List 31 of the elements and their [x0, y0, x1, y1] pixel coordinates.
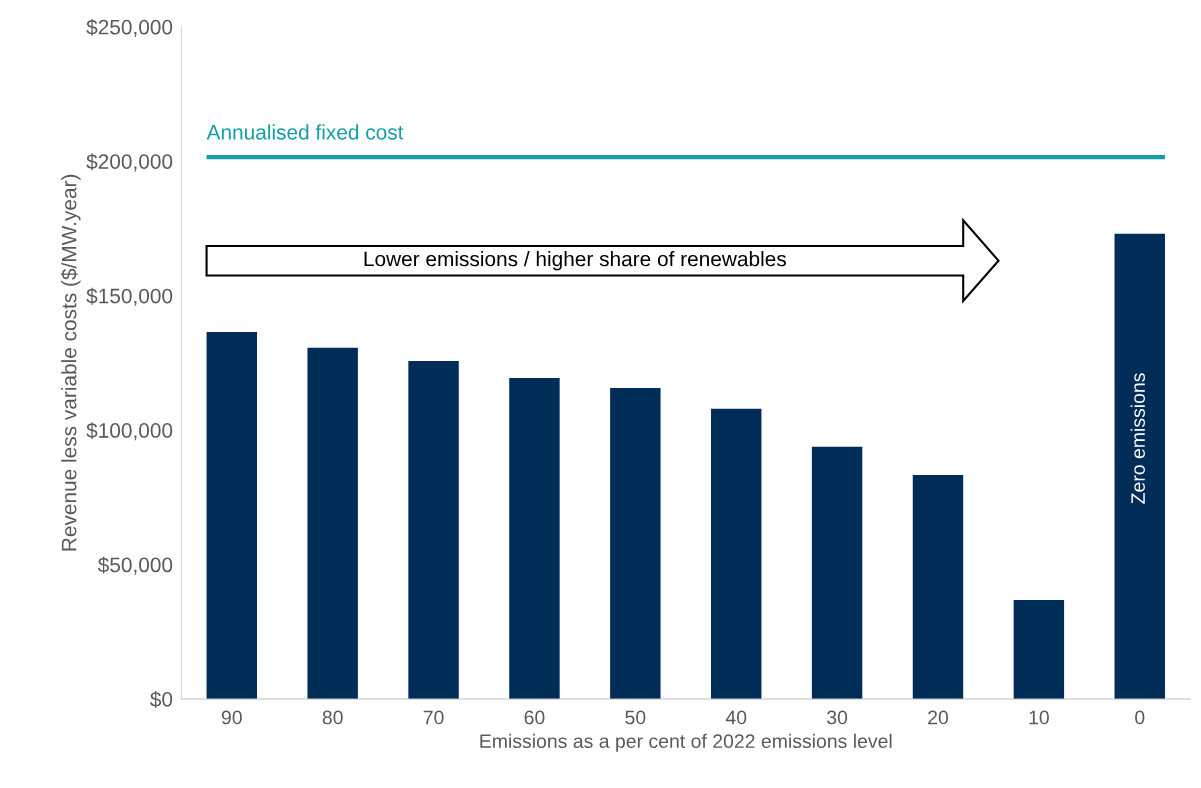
bar	[408, 360, 459, 699]
bar	[1013, 600, 1065, 699]
x-tick-label: 20	[928, 710, 949, 725]
bar	[912, 474, 964, 699]
y-axis-title: Revenue less variable costs ($/MW.year)	[60, 174, 81, 551]
x-axis-title: Emissions as a per cent of 2022 emissions level	[480, 733, 892, 752]
x-tick-label: 60	[524, 710, 545, 725]
bar	[811, 446, 863, 699]
bar	[307, 347, 358, 699]
y-tick-label: $0	[150, 691, 173, 708]
ref-line-label: Annualised fixed cost	[206, 124, 404, 140]
bar	[1114, 233, 1165, 699]
x-tick-label: 50	[625, 710, 646, 725]
x-tick-label: 70	[423, 710, 444, 725]
x-tick-label: 80	[322, 710, 343, 725]
bar	[206, 331, 258, 699]
annotation: Zero emissions	[1130, 373, 1145, 504]
y-tick-label: $100,000	[86, 422, 173, 441]
y-tick-label: $250,000	[86, 18, 173, 38]
y-tick-label: $200,000	[86, 153, 173, 172]
y-tick-label: $50,000	[97, 556, 173, 575]
x-tick-label: 10	[1029, 710, 1049, 725]
x-tick-label: 0	[1135, 710, 1145, 725]
x-tick-label: 30	[827, 710, 848, 725]
x-tick-label: 40	[725, 710, 747, 725]
x-tick-label: 90	[221, 710, 242, 725]
bar	[509, 377, 560, 699]
annotation: Lower emissions / higher share of renewables	[364, 250, 786, 271]
y-tick-label: $150,000	[86, 287, 173, 306]
bar	[610, 387, 661, 699]
bar	[710, 408, 762, 699]
